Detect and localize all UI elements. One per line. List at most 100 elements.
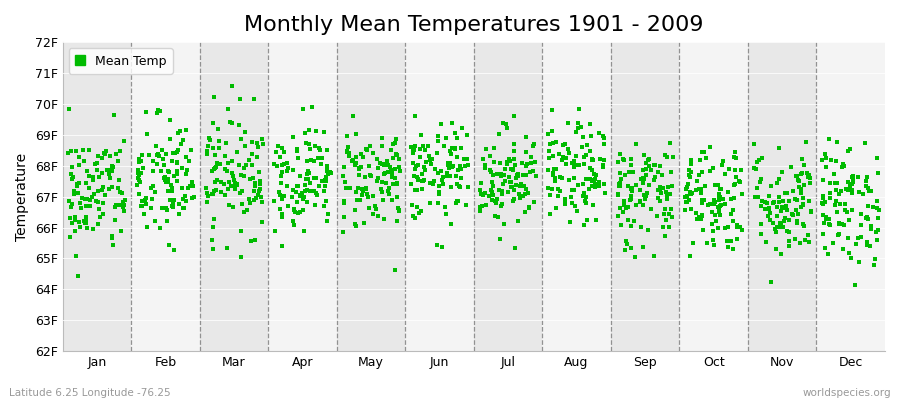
Point	[444, 183, 458, 190]
Point	[71, 272, 86, 279]
Point	[385, 197, 400, 203]
Point	[70, 182, 85, 189]
Point	[616, 209, 630, 215]
Point	[441, 160, 455, 167]
Point	[483, 186, 498, 193]
Point	[285, 218, 300, 224]
Point	[390, 180, 404, 186]
Point	[70, 181, 85, 187]
Point	[451, 166, 465, 173]
Point	[145, 196, 159, 203]
Point	[351, 185, 365, 191]
Point	[842, 250, 857, 256]
Point	[503, 179, 517, 186]
Point	[295, 190, 310, 196]
Point	[651, 169, 665, 176]
Point	[519, 134, 534, 140]
Point	[494, 202, 508, 209]
Point	[218, 152, 232, 159]
Point	[70, 190, 85, 197]
Point	[751, 194, 765, 201]
Point	[274, 180, 288, 186]
Point	[304, 104, 319, 110]
Point	[584, 167, 598, 174]
Point	[763, 210, 778, 216]
Point	[157, 156, 171, 162]
Point	[272, 188, 286, 195]
Point	[633, 187, 647, 193]
Point	[760, 199, 774, 206]
Point	[870, 205, 885, 212]
Point	[730, 236, 744, 242]
Point	[774, 204, 788, 210]
Point	[356, 154, 370, 160]
Point	[563, 193, 578, 200]
Point	[208, 178, 222, 185]
Point	[579, 194, 593, 201]
Point	[201, 150, 215, 157]
Point	[106, 242, 121, 248]
Point	[292, 173, 307, 179]
Point	[250, 192, 265, 198]
Point	[209, 187, 223, 194]
Point	[384, 146, 399, 153]
Point	[176, 136, 190, 143]
Point	[319, 177, 333, 184]
Legend: Mean Temp: Mean Temp	[68, 48, 173, 74]
Point	[583, 148, 598, 154]
Point	[217, 181, 231, 188]
Point	[503, 166, 517, 172]
Point	[680, 193, 694, 200]
Point	[461, 161, 475, 168]
Point	[277, 149, 292, 156]
Point	[695, 168, 709, 175]
Point	[388, 175, 402, 182]
Point	[612, 180, 626, 187]
Point	[493, 172, 508, 179]
Point	[588, 181, 602, 188]
Point	[312, 145, 327, 151]
Point	[552, 151, 566, 158]
Point	[613, 180, 627, 186]
Point	[431, 138, 446, 144]
Point	[613, 183, 627, 189]
Point	[569, 162, 583, 168]
Point	[479, 146, 493, 152]
Point	[581, 186, 596, 192]
Point	[317, 188, 331, 194]
Point	[766, 219, 780, 226]
Point	[301, 158, 315, 164]
Point	[239, 207, 254, 213]
Point	[660, 154, 674, 160]
Point	[776, 224, 790, 230]
Point	[136, 165, 150, 171]
Point	[524, 160, 538, 167]
Point	[170, 130, 184, 136]
Point	[846, 177, 860, 183]
Point	[291, 183, 305, 189]
Point	[478, 163, 492, 170]
Point	[494, 188, 508, 194]
Point	[634, 224, 649, 231]
Point	[580, 142, 595, 148]
Point	[577, 222, 591, 228]
Point	[432, 190, 446, 197]
Point	[225, 120, 239, 126]
Point	[392, 208, 406, 214]
Point	[319, 178, 333, 184]
Point	[815, 212, 830, 219]
Point	[417, 177, 431, 183]
Point	[684, 161, 698, 167]
Point	[338, 178, 352, 185]
Point	[542, 148, 556, 154]
Point	[363, 143, 377, 150]
Point	[62, 198, 77, 205]
Point	[799, 170, 814, 176]
Point	[782, 229, 796, 235]
Point	[761, 204, 776, 211]
Point	[82, 185, 96, 191]
Point	[763, 278, 778, 285]
Point	[842, 186, 856, 193]
Point	[275, 162, 290, 168]
Point	[831, 232, 845, 238]
